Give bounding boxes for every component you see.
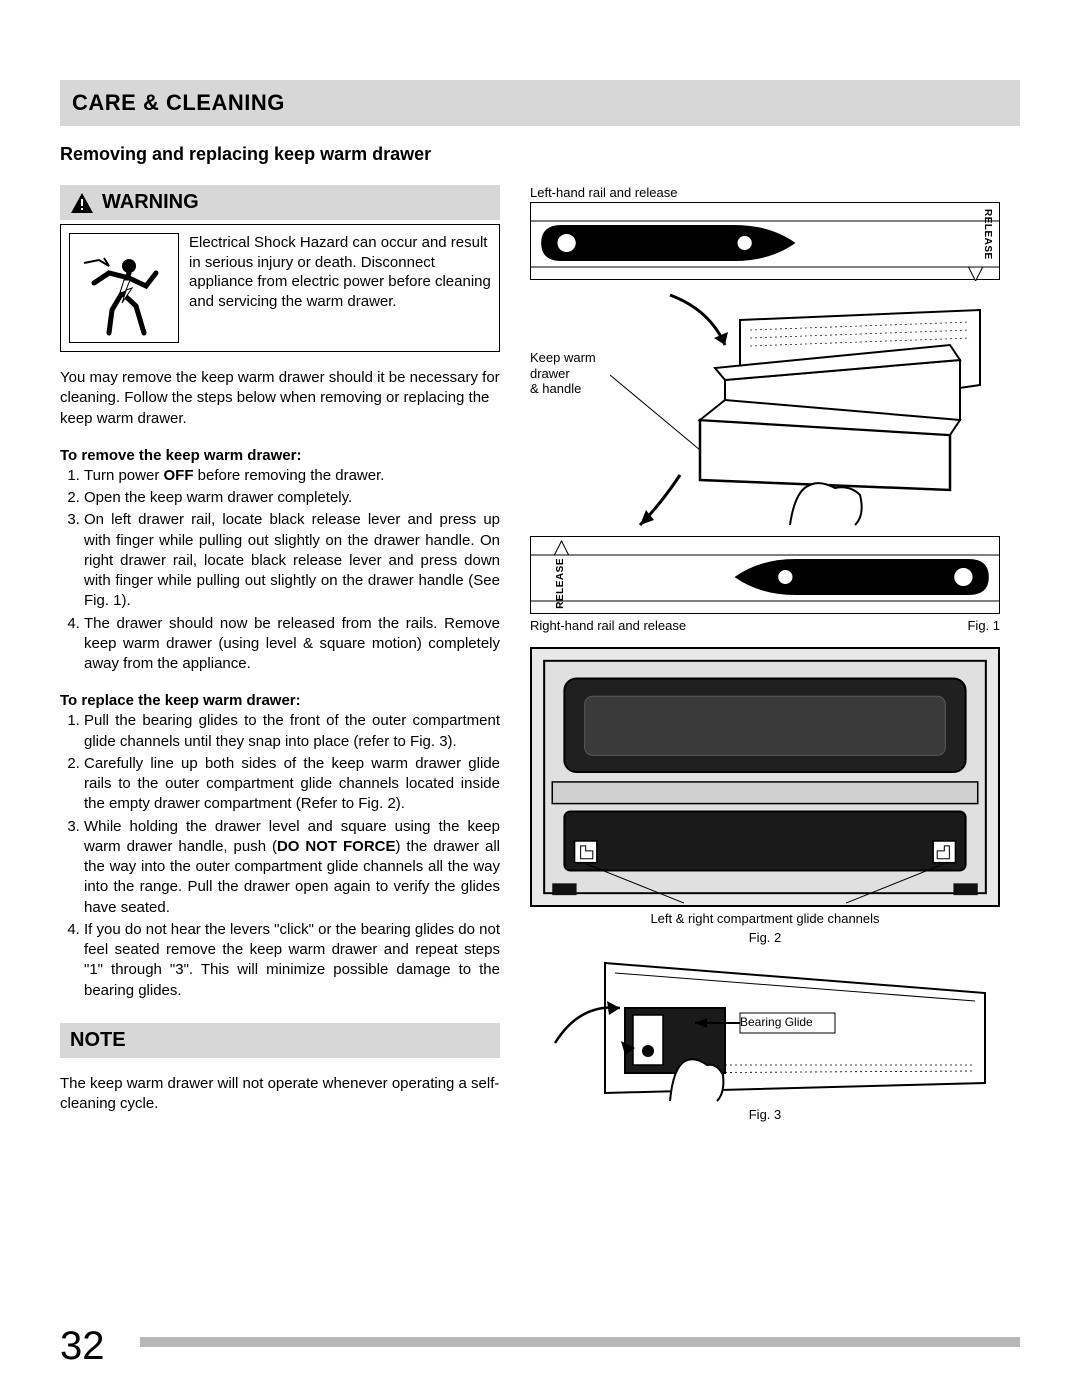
- text-fragment: OFF: [163, 467, 193, 484]
- replace-steps: Pull the bearing glides to the front of …: [60, 711, 500, 1001]
- two-column-layout: WARNING Electrical Shock Hazard can occu…: [60, 185, 1020, 1122]
- list-item: Pull the bearing glides to the front of …: [84, 711, 500, 752]
- text-fragment: before removing the drawer.: [193, 467, 384, 484]
- warning-triangle-icon: [70, 192, 94, 214]
- text-fragment: & handle: [530, 381, 610, 397]
- text-fragment: Keep warm: [530, 350, 610, 366]
- note-header: NOTE: [60, 1023, 500, 1058]
- left-column: WARNING Electrical Shock Hazard can occu…: [60, 185, 500, 1122]
- remove-title: To remove the keep warm drawer:: [60, 447, 500, 464]
- warning-box: Electrical Shock Hazard can occur and re…: [60, 224, 500, 352]
- text-fragment: drawer: [530, 366, 610, 382]
- replace-title: To replace the keep warm drawer:: [60, 692, 500, 709]
- section-header: CARE & CLEANING: [60, 80, 1020, 126]
- bearing-glide-diagram: Bearing Glide: [530, 953, 1000, 1103]
- intro-paragraph: You may remove the keep warm drawer shou…: [60, 368, 500, 429]
- note-label: NOTE: [70, 1029, 126, 1052]
- right-column: Left-hand rail and release RELEASE Keep …: [530, 185, 1000, 1122]
- warning-label: WARNING: [102, 191, 199, 214]
- text-fragment: Turn power: [84, 467, 163, 484]
- glide-channels-label: Left & right compartment glide channels: [530, 911, 1000, 926]
- drawer-diagram-row: Keep warm drawer & handle: [530, 290, 1000, 530]
- list-item: Carefully line up both sides of the keep…: [84, 754, 500, 815]
- drawer-label: Keep warm drawer & handle: [530, 290, 610, 397]
- page-number: 32: [60, 1324, 105, 1369]
- text-fragment: DO NOT FORCE: [277, 838, 396, 855]
- fig-left-rail-label: Left-hand rail and release: [530, 185, 1000, 200]
- remove-steps: Turn power OFF before removing the drawe…: [60, 466, 500, 675]
- warning-header: WARNING: [60, 185, 500, 220]
- footer-bar: [140, 1337, 1020, 1347]
- fig2-caption: Fig. 2: [530, 930, 1000, 945]
- right-rail-diagram: RELEASE: [530, 536, 1000, 614]
- shock-hazard-icon: [69, 233, 179, 343]
- warning-text: Electrical Shock Hazard can occur and re…: [189, 233, 491, 343]
- list-item: On left drawer rail, locate black releas…: [84, 510, 500, 611]
- list-item: If you do not hear the levers "click" or…: [84, 920, 500, 1001]
- list-item: Open the keep warm drawer completely.: [84, 488, 500, 508]
- list-item: Turn power OFF before removing the drawe…: [84, 466, 500, 486]
- release-label: RELEASE: [555, 558, 566, 609]
- release-label: RELEASE: [982, 209, 993, 260]
- list-item: The drawer should now be released from t…: [84, 614, 500, 675]
- left-rail-diagram: RELEASE: [530, 202, 1000, 280]
- bearing-glide-label: Bearing Glide: [740, 1015, 813, 1029]
- fig1-caption: Fig. 1: [967, 618, 1000, 633]
- manual-page: CARE & CLEANING Removing and replacing k…: [0, 0, 1080, 1397]
- fig3-caption: Fig. 3: [530, 1107, 1000, 1122]
- range-front-diagram: [530, 647, 1000, 907]
- fig-right-rail-label: Right-hand rail and release: [530, 618, 686, 633]
- drawer-isometric-icon: [610, 290, 990, 530]
- list-item: While holding the drawer level and squar…: [84, 817, 500, 918]
- subtitle: Removing and replacing keep warm drawer: [60, 144, 1020, 165]
- note-text: The keep warm drawer will not operate wh…: [60, 1074, 500, 1115]
